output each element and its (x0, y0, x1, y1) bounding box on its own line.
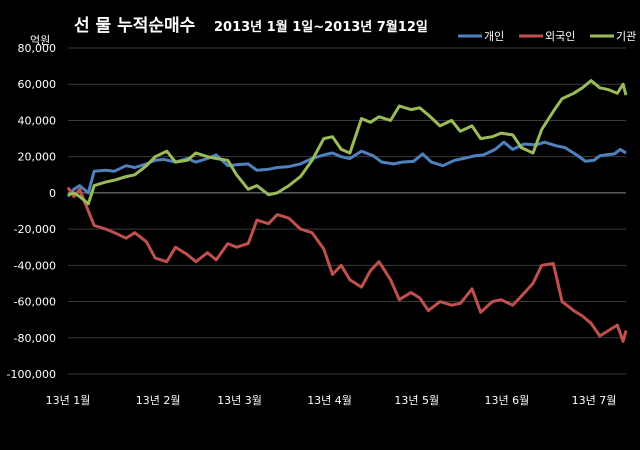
x-tick-label: 13년 6월 (484, 394, 529, 407)
y-tick-label: -60,000 (14, 296, 56, 309)
y-tick-label: 80,000 (18, 42, 57, 55)
legend-label: 기관 (616, 30, 636, 43)
y-axis-unit-label: 억원 (30, 34, 50, 47)
y-tick-label: 20,000 (18, 151, 57, 164)
y-tick-label: -40,000 (14, 259, 56, 272)
chart-subtitle: 2013년 1월 1일~2013년 7월12일 (214, 19, 428, 35)
y-tick-label: -100,000 (7, 368, 56, 381)
x-tick-label: 13년 4월 (307, 394, 352, 407)
legend-label: 개인 (484, 30, 504, 43)
y-axis-ticks: 80,000 60,000 40,000 20,000 0 -20,000 -40,000 -… (7, 42, 56, 381)
x-tick-label: 13년 7월 (572, 394, 617, 407)
y-tick-label: 0 (49, 187, 56, 200)
chart-title: 선 물 누적순매수 (74, 16, 196, 36)
series-line (67, 79, 628, 206)
series-line (66, 186, 628, 343)
y-tick-label: 60,000 (18, 78, 57, 91)
chart-header: 선 물 누적순매수 2013년 1월 1일~2013년 7월12일 억원 (30, 16, 428, 47)
x-tick-label: 13년 3월 (217, 394, 262, 407)
y-tick-label: -80,000 (14, 332, 56, 345)
x-axis-ticks: 13년 1월 13년 2월 13년 3월 13년 4월 13년 5월 13년 6월 13년 … (46, 394, 617, 407)
legend-label: 외국인 (545, 30, 575, 43)
x-tick-label: 13년 2월 (136, 394, 181, 407)
chart-legend: 개인 외국인 기관 (458, 30, 636, 43)
x-tick-label: 13년 1월 (46, 394, 91, 407)
y-tick-label: 40,000 (18, 114, 57, 127)
y-tick-label: -20,000 (14, 223, 56, 236)
data-series (66, 79, 628, 343)
x-tick-label: 13년 5월 (394, 394, 439, 407)
grid-lines (68, 47, 626, 375)
